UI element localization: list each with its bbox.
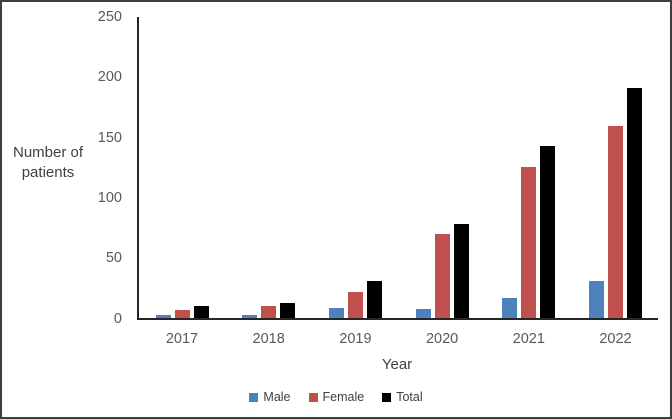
y-tick-150: 150 <box>97 129 122 146</box>
y-axis-line <box>137 17 139 319</box>
bar-female-2020 <box>434 234 450 319</box>
bar-male-2020 <box>415 308 431 319</box>
x-tick-2019: 2019 <box>339 331 372 347</box>
x-tick-2017: 2017 <box>165 331 199 347</box>
legend-label-male: Male <box>263 390 291 404</box>
x-axis-line <box>137 318 658 320</box>
legend-label-total: Total <box>396 390 423 404</box>
bar-female-2017 <box>174 310 190 319</box>
bar-female-2019 <box>347 291 363 319</box>
x-tick-2018: 2018 <box>252 331 285 347</box>
bar-male-2022 <box>589 281 604 319</box>
legend: Male Female Total <box>0 390 672 404</box>
legend-item-female: Female <box>308 390 365 404</box>
bar-total-2019 <box>366 281 382 319</box>
y-axis-title-line2: patients <box>21 164 75 181</box>
bar-total-2018 <box>280 302 296 319</box>
bar-total-2017 <box>193 306 209 319</box>
x-tick-2022: 2022 <box>599 331 632 347</box>
x-axis-title: Year <box>381 356 413 373</box>
bar-total-2020 <box>453 224 469 319</box>
x-tick-2021: 2021 <box>512 331 545 347</box>
bar-total-2021 <box>540 146 556 319</box>
bar-male-2017 <box>155 314 171 319</box>
legend-swatch-female <box>308 392 318 402</box>
y-axis-title-line1: Number of <box>12 144 84 161</box>
bar-total-2022 <box>627 88 642 319</box>
x-tick-2020: 2020 <box>425 331 459 347</box>
y-axis-title: Number of patients <box>6 143 90 183</box>
bar-male-2021 <box>502 297 518 319</box>
legend-swatch-male <box>249 392 259 402</box>
y-tick-100: 100 <box>97 189 122 206</box>
y-tick-0: 0 <box>113 310 122 327</box>
legend-item-male: Male <box>249 390 291 404</box>
y-tick-50: 50 <box>105 250 122 267</box>
bar-female-2022 <box>608 125 623 319</box>
legend-swatch-total <box>382 392 392 402</box>
bar-female-2021 <box>521 166 537 319</box>
y-tick-250: 250 <box>97 9 122 25</box>
legend-item-total: Total <box>382 390 423 404</box>
y-tick-200: 200 <box>97 69 122 86</box>
bar-male-2018 <box>242 314 258 319</box>
bar-female-2018 <box>261 306 277 319</box>
legend-label-female: Female <box>322 390 365 404</box>
bar-male-2019 <box>328 307 344 319</box>
